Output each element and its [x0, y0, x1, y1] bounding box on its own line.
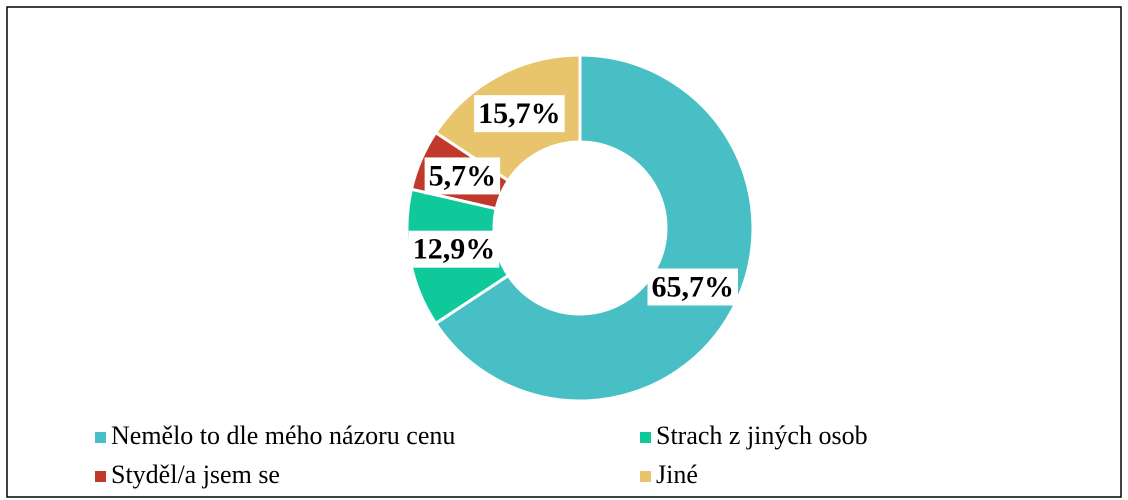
donut-slice — [433, 53, 755, 403]
data-label-box — [408, 230, 500, 268]
data-label-box — [647, 268, 738, 306]
legend-label: Styděl/a jsem se — [111, 460, 280, 489]
legend-label: Jiné — [656, 460, 698, 489]
legend-label: Nemělo to dle mého názoru cenu — [111, 421, 455, 450]
data-label: 5,7% — [429, 159, 497, 192]
data-label-box — [474, 95, 565, 133]
data-label: 65,7% — [651, 270, 734, 303]
legend-swatch — [95, 471, 106, 482]
legend-swatch — [95, 432, 106, 443]
data-label: 15,7% — [478, 97, 561, 130]
legend-swatch — [640, 432, 651, 443]
data-label: 12,9% — [413, 233, 496, 266]
legend-swatch — [640, 471, 651, 482]
legend-label: Strach z jiných osob — [656, 421, 868, 450]
data-label-box — [424, 157, 501, 195]
